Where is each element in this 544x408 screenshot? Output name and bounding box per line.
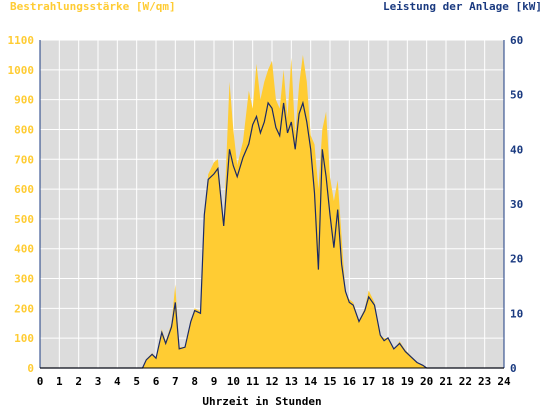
bottom-tick-label: 0 [37, 375, 44, 388]
left-tick-label: 400 [14, 243, 34, 256]
bottom-tick-labels: 0 1 2 3 4 5 6 7 8 9 10 11 12 13 14 15 16 17 18 19 20 21 22 23 24 [37, 375, 511, 388]
right-tick-label: 60 [510, 34, 523, 47]
bottom-tick-label: 24 [497, 375, 511, 388]
bottom-tick-label: 4 [114, 375, 121, 388]
bottom-tick-label: 20 [420, 375, 433, 388]
left-tick-label: 1100 [8, 34, 35, 47]
x-axis-title: Uhrzeit in Stunden [202, 395, 321, 408]
irradiance-area [40, 54, 504, 369]
right-tick-label: 30 [510, 198, 523, 211]
bottom-tick-label: 10 [227, 375, 240, 388]
bottom-tick-label: 17 [362, 375, 375, 388]
right-tick-labels: 0 10 20 30 40 50 60 [510, 34, 523, 375]
bottom-tick-label: 18 [381, 375, 394, 388]
right-tick-label: 0 [510, 362, 517, 375]
bottom-tick-label: 2 [75, 375, 82, 388]
left-tick-label: 100 [14, 332, 34, 345]
bottom-tick-label: 14 [304, 375, 318, 388]
right-tick-label: 20 [510, 253, 523, 266]
left-tick-label: 200 [14, 302, 34, 315]
bottom-tick-label: 23 [478, 375, 491, 388]
left-tick-label: 500 [14, 213, 34, 226]
bottom-tick-label: 16 [343, 375, 357, 388]
right-tick-label: 50 [510, 89, 523, 102]
left-axis-title: Bestrahlungsstärke [W/qm] [10, 0, 176, 13]
left-tick-labels: 0 100 200 300 400 500 600 700 800 900 1000 1100 [8, 34, 35, 375]
bottom-tick-label: 15 [323, 375, 336, 388]
bottom-tick-label: 6 [153, 375, 160, 388]
bottom-tick-label: 3 [95, 375, 102, 388]
left-tick-label: 600 [14, 183, 34, 196]
right-axis-title: Leistung der Anlage [kW] [383, 0, 542, 13]
left-tick-label: 700 [14, 153, 34, 166]
left-tick-label: 300 [14, 273, 34, 286]
bottom-tick-label: 5 [133, 375, 140, 388]
bottom-tick-label: 8 [191, 375, 198, 388]
power-line [40, 100, 504, 369]
bottom-tick-label: 11 [246, 375, 260, 388]
bottom-tick-label: 19 [401, 375, 414, 388]
bottom-tick-label: 13 [285, 375, 298, 388]
right-tick-label: 10 [510, 307, 523, 320]
bottom-tick-label: 7 [172, 375, 179, 388]
left-tick-label: 0 [27, 362, 34, 375]
left-tick-label: 800 [14, 123, 34, 136]
left-tick-label: 900 [14, 94, 34, 107]
bottom-tick-label: 22 [459, 375, 472, 388]
bottom-tick-label: 21 [439, 375, 453, 388]
bottom-tick-label: 9 [211, 375, 218, 388]
left-tick-label: 1000 [8, 64, 35, 77]
bottom-tick-label: 1 [56, 375, 63, 388]
bottom-tick-label: 12 [265, 375, 278, 388]
right-tick-label: 40 [510, 143, 523, 156]
